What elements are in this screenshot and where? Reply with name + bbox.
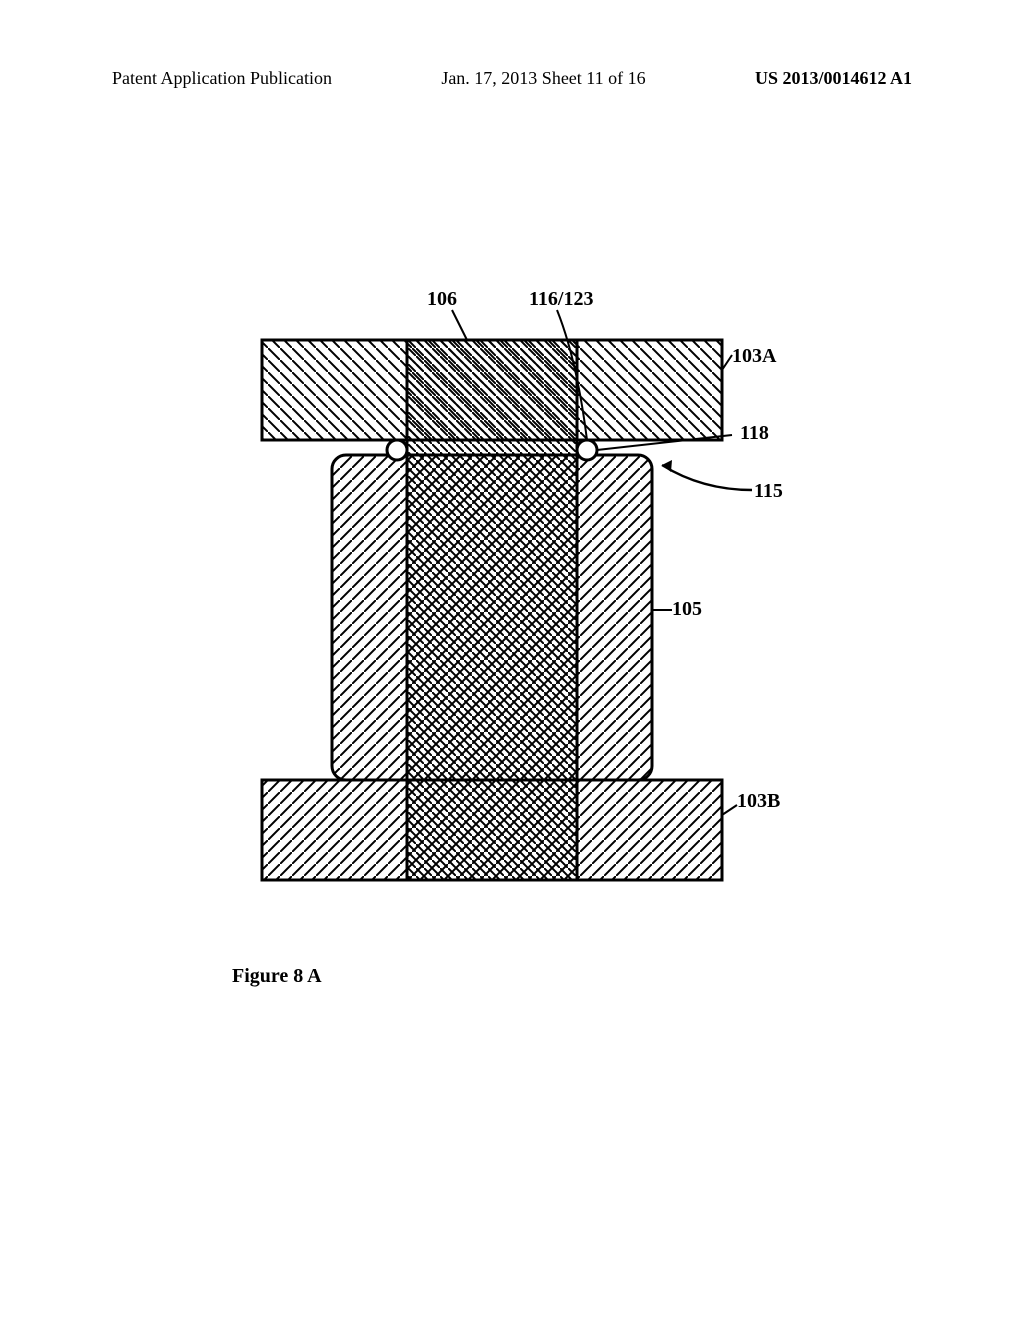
ref-103A: 103A xyxy=(732,345,776,368)
header-left: Patent Application Publication xyxy=(112,68,332,89)
ref-118: 118 xyxy=(740,422,769,445)
header-center: Jan. 17, 2013 Sheet 11 of 16 xyxy=(441,68,645,89)
figure-8a-drawing: 106 116/123 103A 118 115 105 103B xyxy=(232,300,792,920)
figure-caption: Figure 8 A xyxy=(232,965,322,988)
header-right: US 2013/0014612 A1 xyxy=(755,68,912,89)
patent-figure-svg xyxy=(232,300,792,920)
page-header: Patent Application Publication Jan. 17, … xyxy=(0,68,1024,89)
ref-115: 115 xyxy=(754,480,783,503)
ref-105: 105 xyxy=(672,598,702,621)
ref-103B: 103B xyxy=(737,790,780,813)
ref-116-123: 116/123 xyxy=(529,288,593,311)
ref-106: 106 xyxy=(427,288,457,311)
